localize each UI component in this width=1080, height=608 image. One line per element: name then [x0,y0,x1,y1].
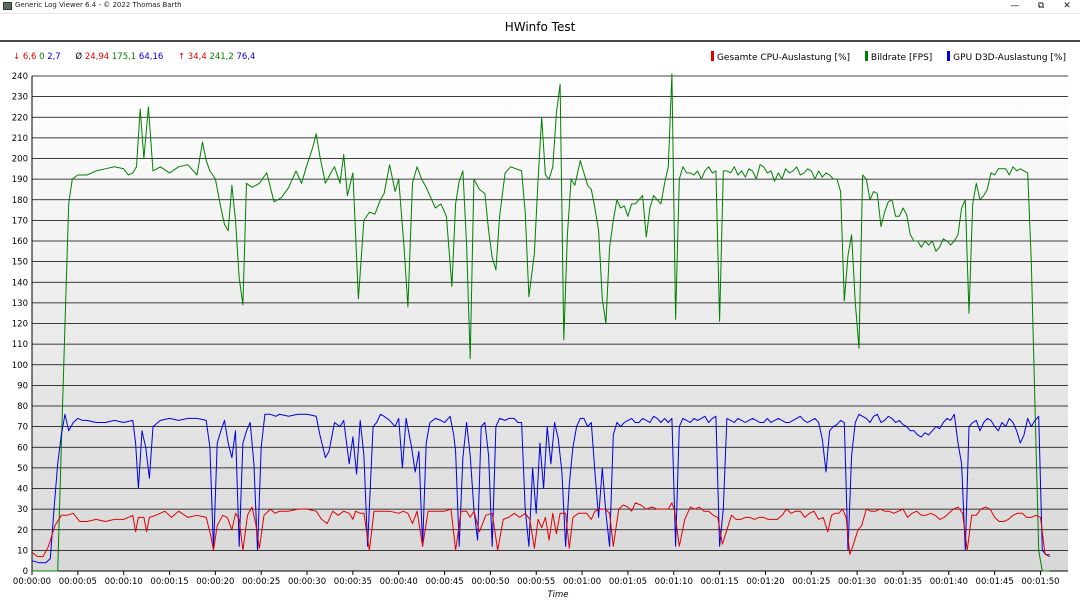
x-tick-label: 00:01:25 [792,577,830,587]
x-tick-label: 00:01:20 [746,577,784,587]
y-tick-label: 130 [12,299,28,309]
x-tick-label: 00:01:00 [563,577,601,587]
y-tick-label: 50 [17,464,28,474]
avg-symbol: Ø [75,52,83,62]
min-arrow-icon: ↓ [13,52,21,62]
chart-legend: Gesamte CPU-Auslastung [%] Bildrate [FPS… [699,51,1066,63]
window-titlebar: Generic Log Viewer 6.4 - © 2022 Thomas B… [0,0,1080,14]
y-tick-label: 40 [17,485,28,495]
window-title: Generic Log Viewer 6.4 - © 2022 Thomas B… [15,1,182,9]
x-tick-label: 00:00:05 [59,577,97,587]
avg-cpu-value: 24,94 [84,52,110,62]
y-tick-label: 150 [12,258,28,268]
y-tick-label: 240 [12,72,28,82]
x-tick-label: 00:01:50 [1021,577,1059,587]
y-tick-label: 10 [17,546,28,556]
x-tick-label: 00:00:35 [334,577,372,587]
y-tick-label: 180 [12,196,28,206]
y-tick-label: 160 [12,237,28,247]
x-tick-label: 00:00:45 [425,577,463,587]
min-gpu-value: 2,7 [47,52,61,62]
x-tick-label: 00:01:35 [884,577,922,587]
y-tick-label: 190 [12,175,28,185]
y-tick-label: 60 [17,443,28,453]
y-tick-label: 220 [12,113,28,123]
minimize-button[interactable]: — [1010,1,1020,11]
series-line-gpu [31,413,1050,564]
legend-label-cpu: Gesamte CPU-Auslastung [%] [716,53,851,63]
min-fps-value: 0 [39,52,45,62]
chart-title: HWinfo Test [504,20,576,34]
x-tick-label: 00:00:00 [13,577,51,587]
x-tick-label: 00:01:05 [609,577,647,587]
app-icon [3,2,12,10]
close-button[interactable]: ✕ [1063,1,1071,11]
x-tick-label: 00:01:45 [976,577,1014,587]
max-cpu-value: 34,4 [187,52,207,62]
x-tick-label: 00:00:40 [380,577,418,587]
y-tick-label: 30 [17,505,28,515]
y-tick-label: 120 [12,320,28,330]
y-tick-label: 90 [17,381,28,391]
max-arrow-icon: ↑ [177,52,186,62]
avg-gpu-value: 64,16 [138,52,164,62]
y-tick-label: 200 [12,155,28,165]
y-tick-label: 70 [17,423,28,433]
x-tick-label: 00:01:10 [655,577,693,587]
x-tick-label: 00:00:55 [517,577,555,587]
x-tick-label: 00:01:15 [701,577,739,587]
x-tick-label: 00:00:50 [471,577,509,587]
y-tick-label: 100 [12,361,28,371]
series-line-cpu [31,502,1050,558]
header-divider [0,40,1080,42]
legend-swatch-cpu [710,51,714,61]
x-axis-title: Time [547,590,568,600]
y-tick-label: 20 [17,526,28,536]
min-cpu-value: 6,6 [22,52,37,62]
y-tick-label: 140 [12,278,28,288]
stats-bar: ↓ 6,6 0 2,7 Ø 24,94 175,1 64,16 ↑ 34,4 2… [13,52,255,62]
restore-button[interactable]: ⧉ [1037,1,1045,11]
legend-label-fps: Bildrate [FPS] [870,53,933,63]
avg-fps-value: 175,1 [111,52,137,62]
y-tick-label: 230 [12,93,28,103]
x-tick-label: 00:00:10 [105,577,143,587]
legend-item-cpu[interactable]: Gesamte CPU-Auslastung [%] [710,51,851,63]
x-tick-label: 00:00:25 [242,577,280,587]
y-tick-label: 110 [12,340,28,350]
legend-item-fps[interactable]: Bildrate [FPS] [864,51,933,63]
y-tick-label: 80 [17,402,28,412]
y-tick-label: 0 [23,567,28,577]
legend-item-gpu[interactable]: GPU D3D-Auslastung [%] [947,51,1066,63]
legend-swatch-gpu [947,51,951,61]
x-tick-label: 00:00:15 [150,577,188,587]
legend-label-gpu: GPU D3D-Auslastung [%] [953,53,1066,63]
series-line-fps [32,73,1050,572]
max-gpu-value: 76,4 [236,52,256,62]
max-fps-value: 241,2 [209,52,234,62]
x-tick-label: 00:01:40 [930,577,968,587]
y-tick-label: 210 [12,134,28,144]
x-tick-label: 00:00:20 [196,577,234,587]
x-tick-label: 00:00:30 [288,577,326,587]
y-tick-label: 170 [12,216,28,226]
x-tick-label: 00:01:30 [838,577,876,587]
legend-swatch-fps [864,51,868,61]
